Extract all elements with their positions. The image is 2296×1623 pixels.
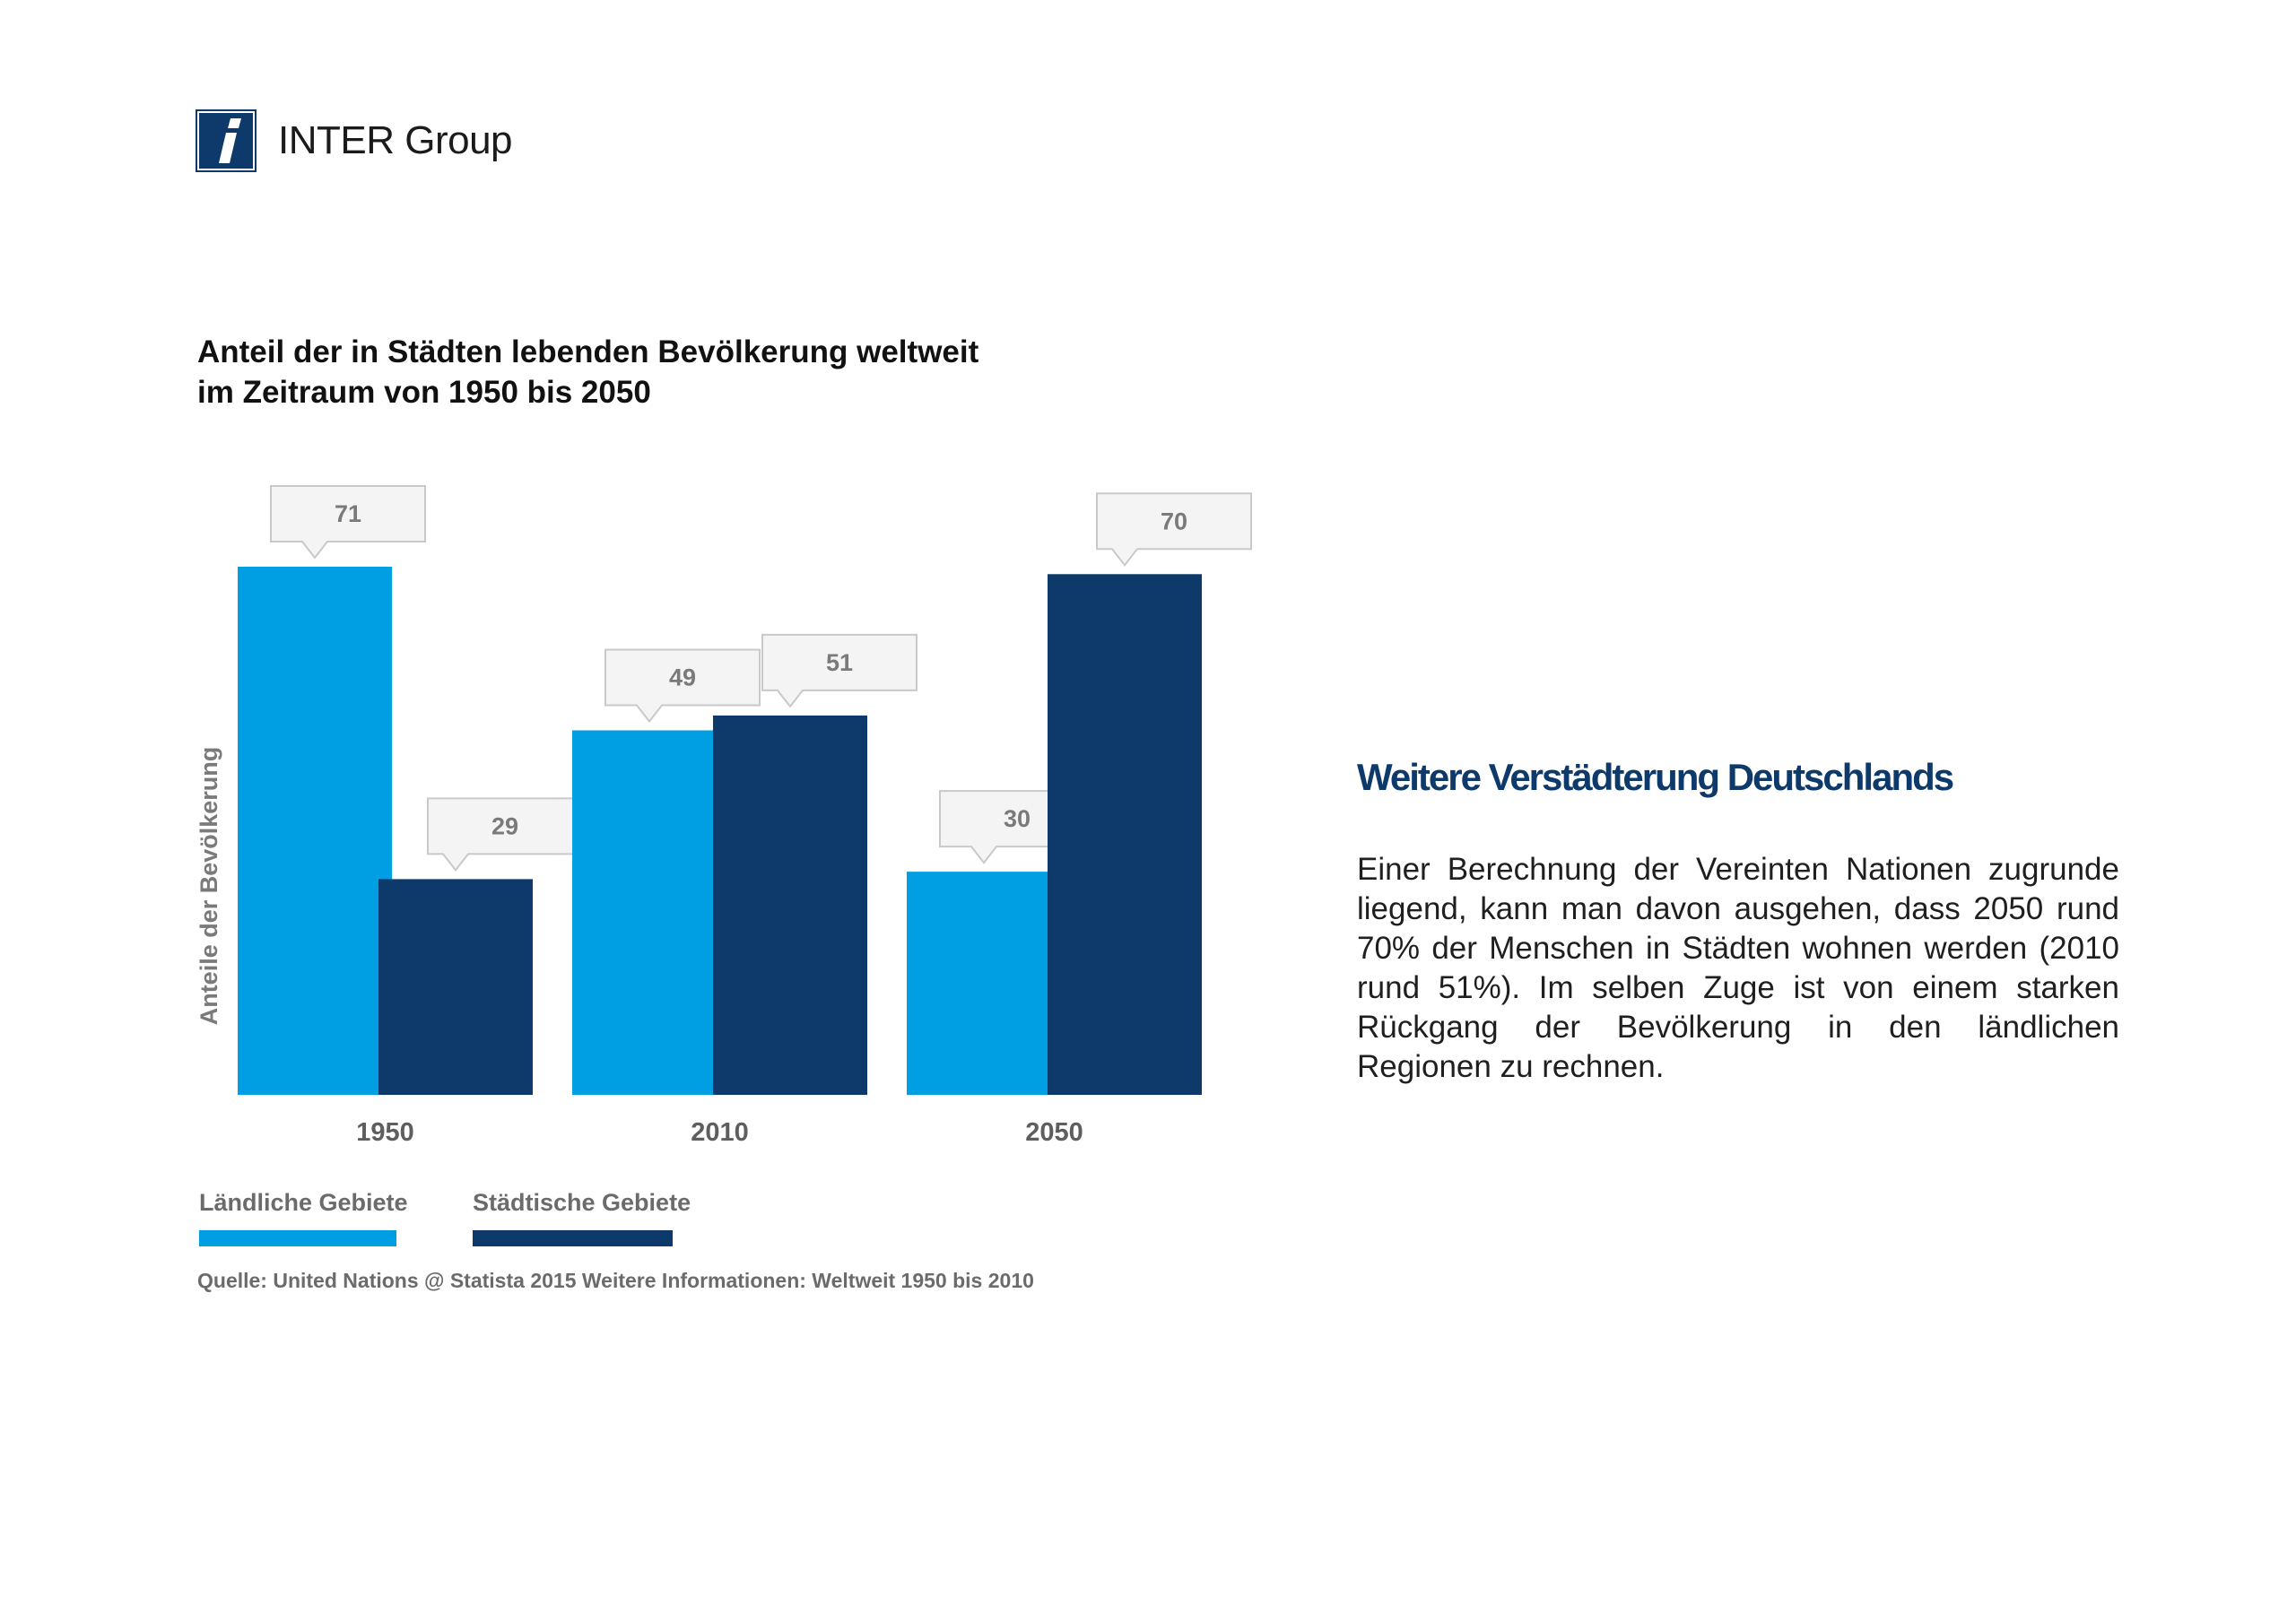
data-label: 29 xyxy=(491,812,518,839)
data-label: 70 xyxy=(1161,508,1187,534)
bar-1950-rural xyxy=(238,567,392,1095)
data-label-box xyxy=(761,633,918,708)
legend-label-urban: Städtische Gebiete xyxy=(473,1189,691,1216)
data-label-box xyxy=(1096,492,1252,567)
data-label-box xyxy=(270,485,426,560)
x-tick-label: 2050 xyxy=(1025,1118,1083,1147)
data-label: 30 xyxy=(1004,805,1031,832)
data-label: 49 xyxy=(669,664,696,691)
bar-2010-urban xyxy=(713,715,867,1095)
bar-2010-rural xyxy=(572,730,726,1095)
source-note: Quelle: United Nations @ Statista 2015 W… xyxy=(197,1269,1034,1292)
chart-title-line-1: Anteil der in Städten lebenden Bevölkeru… xyxy=(197,334,979,369)
data-label: 51 xyxy=(826,649,853,676)
bar-2050-rural xyxy=(907,872,1061,1095)
x-tick-label: 1950 xyxy=(356,1118,414,1147)
inter-i-logo-icon xyxy=(196,109,257,172)
data-label-box xyxy=(604,648,761,724)
chart-title: Anteil der in Städten lebenden Bevölkeru… xyxy=(197,332,1094,412)
bar-1950-urban xyxy=(378,879,533,1095)
side-heading: Weitere Verstädterung Deutschlands xyxy=(1357,756,1954,798)
side-paragraph: Einer Berechnung der Vereinten Nationen … xyxy=(1357,852,2119,1084)
chart-title-line-2: im Zeitraum von 1950 bis 2050 xyxy=(197,375,651,410)
x-tick-label: 2010 xyxy=(691,1118,749,1147)
y-axis-label: Anteile der Bevölkerung xyxy=(196,747,222,1026)
bar-2050-urban xyxy=(1048,574,1202,1095)
legend-swatch-rural xyxy=(199,1230,396,1246)
legend-label-rural: Ländliche Gebiete xyxy=(199,1189,408,1216)
brand-name: INTER Group xyxy=(278,118,513,162)
legend-swatch-urban xyxy=(473,1230,673,1246)
data-label: 71 xyxy=(335,500,361,527)
